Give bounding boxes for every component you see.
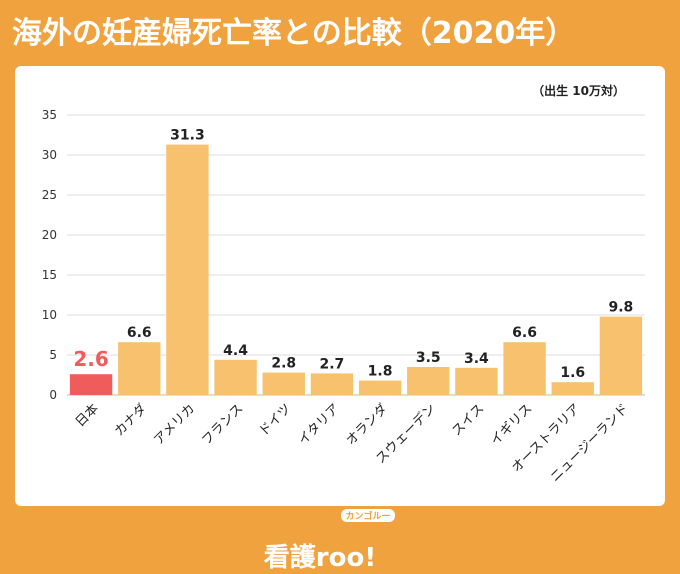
x-category-label: イタリア (296, 401, 343, 448)
bar-value-label: 2.8 (271, 356, 296, 372)
brand-name: 看護roo! (263, 543, 377, 573)
bar-value-label: 6.6 (512, 325, 537, 341)
x-category-label: オランダ (344, 401, 391, 448)
bar (166, 144, 209, 395)
bar-value-label: 31.3 (170, 128, 205, 144)
x-category-label: アメリカ (151, 401, 198, 448)
bar (407, 367, 450, 395)
y-tick-label: 25 (42, 188, 57, 202)
bar-value-label: 2.6 (73, 347, 108, 371)
bar (118, 342, 161, 395)
bar-chart: 0 5 10 15 20 25 30 35 2.6 6.6 31.3 4.4 2.8 2.7 1.8 3.5… (42, 108, 645, 485)
chart-title: 海外の妊産婦死亡率との比較（2020年） (12, 16, 576, 51)
bar-value-label: 6.6 (127, 325, 152, 341)
y-tick-label: 35 (42, 108, 57, 122)
y-tick-label: 15 (42, 268, 57, 282)
x-category-label: イギリス (488, 401, 535, 448)
x-category-label: フランス (199, 401, 246, 448)
x-category-label: カナダ (112, 401, 150, 439)
brand-kana: カンゴルー (341, 509, 395, 522)
bar-value-label: 1.6 (560, 365, 585, 381)
y-tick-label: 0 (49, 388, 57, 402)
bar-value-label: 9.8 (609, 300, 634, 316)
bar (599, 316, 643, 395)
bar-value-label: 2.7 (320, 356, 345, 372)
x-category-label: スイス (449, 401, 487, 439)
x-category-label: 日本 (73, 401, 102, 430)
bar (262, 372, 305, 395)
x-category-label: ドイツ (256, 401, 294, 439)
bar (69, 374, 113, 395)
bar (358, 380, 402, 395)
bar-value-label: 1.8 (368, 364, 393, 380)
bar (503, 342, 546, 395)
bar (310, 373, 354, 395)
y-tick-label: 5 (49, 348, 57, 362)
chart-card: （出生 10万対） 0 5 10 15 20 25 30 35 2.6 6.6 31.3 4.4 2.… (15, 66, 665, 506)
bar (551, 382, 594, 395)
bar-value-label: 3.4 (464, 351, 489, 367)
bar-value-label: 4.4 (223, 343, 248, 359)
bar (455, 367, 498, 395)
unit-label: （出生 10万対） (532, 84, 625, 98)
brand-logo: カンゴルー 看護roo! (0, 509, 680, 574)
y-tick-label: 30 (42, 148, 57, 162)
y-tick-label: 10 (42, 308, 57, 322)
bar-value-label: 3.5 (416, 350, 441, 366)
y-tick-label: 20 (42, 228, 57, 242)
bar (214, 359, 257, 395)
